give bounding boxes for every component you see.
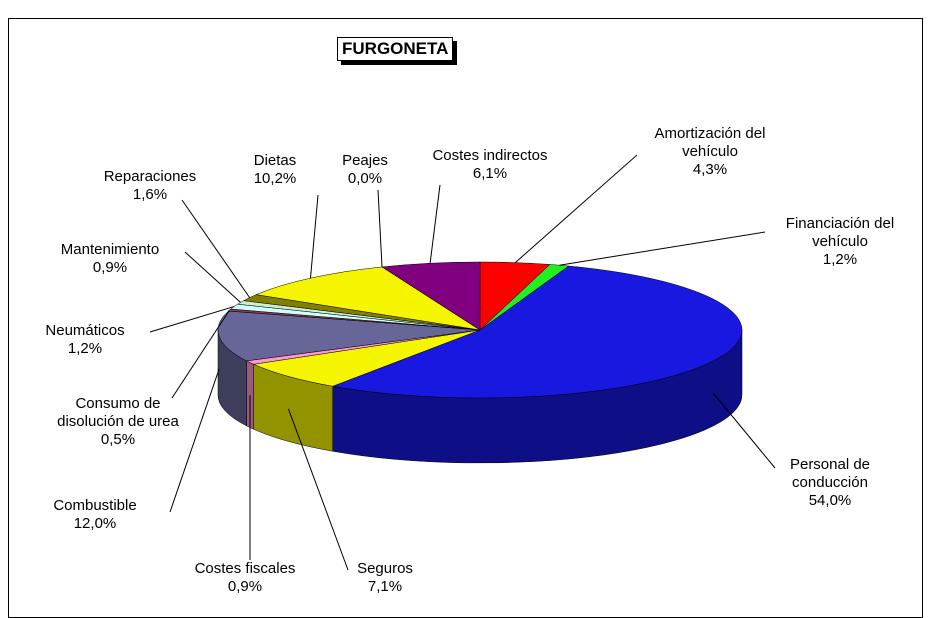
category-name: Consumo de disolución de urea bbox=[48, 395, 188, 431]
leader-line bbox=[185, 252, 241, 302]
leader-line bbox=[430, 185, 440, 263]
category-name: Mantenimiento bbox=[40, 241, 180, 259]
value-label: 4,3% bbox=[630, 161, 790, 179]
category-name: Peajes bbox=[320, 152, 410, 170]
leader-line bbox=[713, 393, 775, 468]
category-name: Seguros bbox=[340, 560, 430, 578]
leader-line bbox=[182, 200, 250, 298]
category-name: Dietas bbox=[230, 152, 320, 170]
value-label: 7,1% bbox=[340, 578, 430, 596]
value-label: 10,2% bbox=[230, 170, 320, 188]
category-name: Costes fiscales bbox=[175, 560, 315, 578]
value-label: 54,0% bbox=[775, 492, 885, 510]
value-label: 0,5% bbox=[48, 431, 188, 449]
leader-line bbox=[559, 232, 765, 265]
category-name: Financiación del vehículo bbox=[765, 215, 915, 251]
category-name: Costes indirectos bbox=[410, 147, 570, 165]
leader-line bbox=[378, 190, 382, 267]
value-label: 1,2% bbox=[765, 251, 915, 269]
value-label: 1,6% bbox=[85, 186, 215, 204]
category-name: Combustible bbox=[35, 497, 155, 515]
category-name: Personal de conducción bbox=[775, 456, 885, 492]
value-label: 1,2% bbox=[30, 340, 140, 358]
category-name: Amortización del vehículo bbox=[630, 125, 790, 161]
leader-line bbox=[310, 195, 318, 278]
value-label: 12,0% bbox=[35, 515, 155, 533]
category-name: Reparaciones bbox=[85, 168, 215, 186]
category-name: Neumáticos bbox=[30, 322, 140, 340]
value-label: 0,9% bbox=[40, 259, 180, 277]
value-label: 6,1% bbox=[410, 165, 570, 183]
chart-title: FURGONETA bbox=[337, 37, 453, 61]
value-label: 0,9% bbox=[175, 578, 315, 596]
value-label: 0,0% bbox=[320, 170, 410, 188]
